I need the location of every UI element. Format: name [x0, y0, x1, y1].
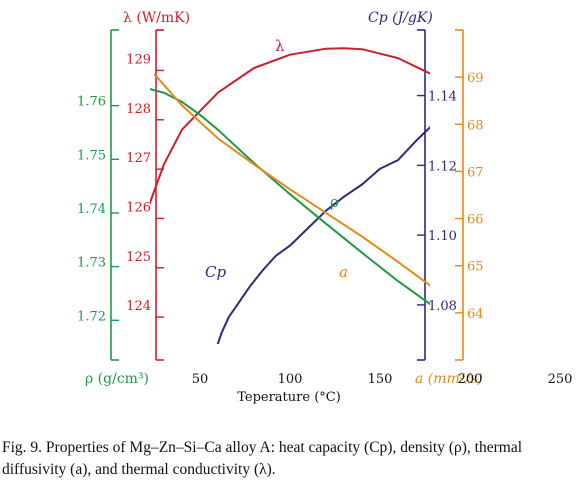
- heat_capacity-series-label: Cp: [205, 263, 226, 281]
- diffusivity-series-label: a: [339, 263, 348, 281]
- conductivity-tick-label: 125: [126, 250, 151, 265]
- heat_capacity-tick-label: 1.14: [428, 90, 457, 105]
- diffusivity-tick-label: 67: [467, 165, 484, 180]
- diffusivity-tick-label: 65: [467, 260, 484, 275]
- density-axis-title: ρ (g/cm³): [85, 371, 149, 387]
- x-tick-label: 250: [548, 372, 573, 387]
- diffusivity-series-line: [154, 73, 430, 287]
- x-tick-label: 50: [192, 372, 209, 387]
- figure-caption: Fig. 9. Properties of Mg–Zn–Si–Ca alloy …: [2, 437, 580, 481]
- conductivity-tick-label: 128: [126, 102, 151, 117]
- density-tick-label: 1.73: [77, 256, 106, 271]
- heat_capacity-axis: 1.08 1.10 1.12 1.14: [417, 29, 457, 361]
- property-chart: 1.72 1.73 1.74 1.75 1.76 124 125 126 127 128 129 1.…: [77, 10, 572, 405]
- heat_capacity-tick-label: 1.08: [428, 299, 457, 314]
- diffusivity-tick-label: 64: [467, 307, 484, 322]
- conductivity-tick-label: 129: [126, 52, 151, 67]
- diffusivity-tick-label: 68: [467, 118, 484, 133]
- density-tick-label: 1.75: [77, 148, 106, 163]
- x-tick-label: 200: [458, 372, 483, 387]
- diffusivity-axis: 64 65 66 67 68 69: [455, 29, 484, 361]
- density-series-label: ρ: [330, 193, 339, 211]
- conductivity-tick-label: 127: [126, 151, 151, 166]
- conductivity-tick-label: 124: [126, 299, 151, 314]
- x-tick-label: 150: [368, 372, 393, 387]
- diffusivity-tick-label: 66: [467, 213, 484, 228]
- heat-capacity-axis-title: Cp (J/gK): [368, 10, 433, 26]
- density-tick-label: 1.72: [77, 309, 106, 324]
- conductivity-series-line: [150, 47, 430, 206]
- diffusivity-tick-label: 69: [467, 71, 484, 86]
- conductivity-axis-title: λ (W/mK): [123, 10, 190, 26]
- diffusivity-axis-title: a (mm²/s): [415, 371, 483, 387]
- conductivity-axis: 124 125 126 127 128 129: [126, 29, 164, 361]
- x-axis-title: Teperature (°C): [237, 390, 341, 405]
- x-axis: 50 100 150 200 250 Teperature (°C): [192, 372, 573, 405]
- caption-text: Fig. 9. Properties of Mg–Zn–Si–Ca alloy …: [2, 439, 522, 478]
- conductivity-series-label: λ: [275, 37, 285, 55]
- density-tick-label: 1.76: [77, 95, 106, 110]
- density-tick-label: 1.74: [77, 202, 106, 217]
- x-tick-label: 100: [278, 372, 303, 387]
- axes-layer: 1.72 1.73 1.74 1.75 1.76 124 125 126 127 128 129 1.…: [77, 10, 572, 405]
- heat_capacity-series-line: [216, 125, 430, 344]
- density-axis: 1.72 1.73 1.74 1.75 1.76: [77, 29, 119, 361]
- heat_capacity-tick-label: 1.10: [428, 229, 457, 244]
- heat_capacity-tick-label: 1.12: [428, 159, 457, 174]
- density-series-line: [150, 88, 430, 306]
- labels-layer: λ Cp ρ a: [205, 37, 348, 281]
- series-layer: [150, 47, 430, 344]
- conductivity-tick-label: 126: [126, 200, 151, 215]
